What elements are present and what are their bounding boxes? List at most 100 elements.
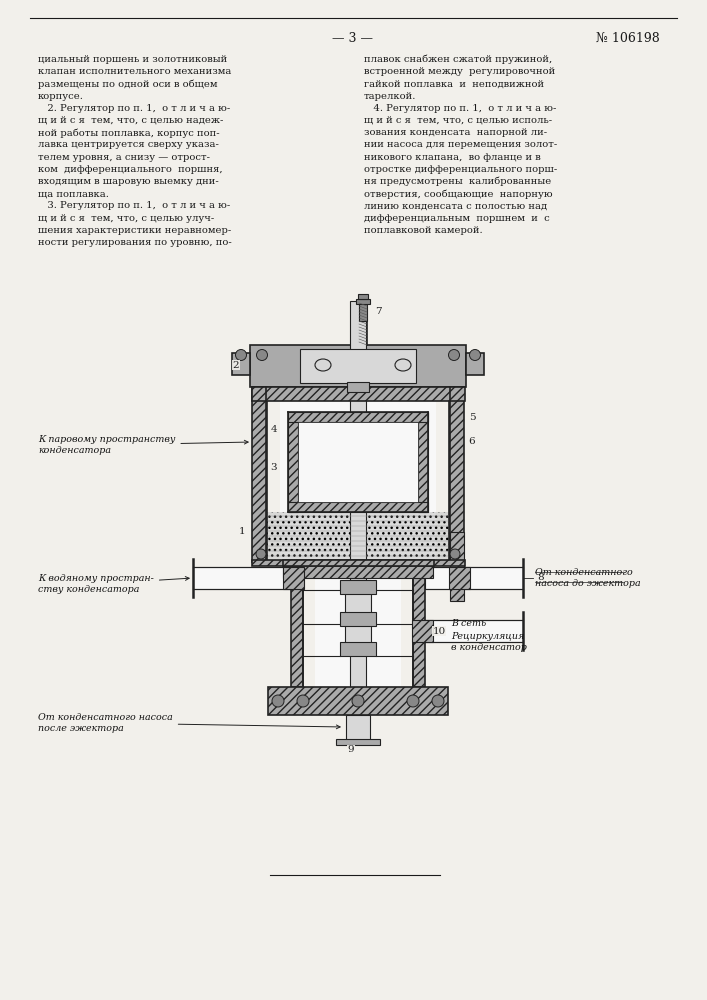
Text: 3. Регулятор по п. 1,  о т л и ч а ю-: 3. Регулятор по п. 1, о т л и ч а ю- xyxy=(38,201,230,210)
Text: шения характеристики неравномер-: шения характеристики неравномер- xyxy=(38,226,231,235)
Bar xyxy=(283,560,434,566)
Text: корпусе.: корпусе. xyxy=(38,92,84,101)
Bar xyxy=(288,412,428,422)
Text: От конденсатного
насоса до эжектора: От конденсатного насоса до эжектора xyxy=(535,568,641,588)
Bar xyxy=(345,580,371,652)
Bar xyxy=(347,382,369,392)
Bar xyxy=(358,294,368,299)
Text: циальный поршень и золотниковый: циальный поршень и золотниковый xyxy=(38,55,227,64)
Text: 6: 6 xyxy=(469,438,475,446)
Bar xyxy=(425,620,523,642)
Text: В сеть: В сеть xyxy=(451,619,486,629)
Bar xyxy=(252,560,465,566)
Text: щ и й с я  тем, что, с целью улуч-: щ и й с я тем, что, с целью улуч- xyxy=(38,214,214,223)
Text: № 106198: № 106198 xyxy=(596,32,660,45)
Ellipse shape xyxy=(395,359,411,371)
Ellipse shape xyxy=(297,695,309,707)
Bar xyxy=(449,387,464,562)
Text: ща поплавка.: ща поплавка. xyxy=(38,189,109,198)
Bar xyxy=(280,387,436,562)
Text: 1: 1 xyxy=(239,528,245,536)
Bar xyxy=(283,562,433,578)
Ellipse shape xyxy=(315,359,331,371)
Bar xyxy=(412,620,433,642)
Text: щ и й с я  тем, что, с целью надеж-: щ и й с я тем, что, с целью надеж- xyxy=(38,116,223,125)
Text: ня предусмотрены  калиброванные: ня предусмотрены калиброванные xyxy=(364,177,551,186)
Bar xyxy=(298,422,418,502)
Bar xyxy=(193,567,291,589)
Bar xyxy=(250,345,466,387)
Bar xyxy=(350,301,366,715)
Text: поплавковой камерой.: поплавковой камерой. xyxy=(364,226,483,235)
Text: К водяному простран-
ству конденсатора: К водяному простран- ству конденсатора xyxy=(38,574,189,594)
Bar xyxy=(346,715,370,743)
Ellipse shape xyxy=(432,695,444,707)
Text: лавка центрируется сверху указа-: лавка центрируется сверху указа- xyxy=(38,140,219,149)
Text: 5: 5 xyxy=(469,412,475,422)
Text: К паровому пространству
конденсатора: К паровому пространству конденсатора xyxy=(38,435,248,455)
Bar xyxy=(291,562,303,687)
Ellipse shape xyxy=(235,350,247,360)
Bar xyxy=(288,502,428,512)
Bar xyxy=(450,532,464,601)
Text: 4. Регулятор по п. 1,  о т л и ч а ю-: 4. Регулятор по п. 1, о т л и ч а ю- xyxy=(364,104,556,113)
Text: зования конденсата  напорной ли-: зования конденсата напорной ли- xyxy=(364,128,547,137)
Text: дифференциальным  поршнем  и  с: дифференциальным поршнем и с xyxy=(364,214,550,223)
Text: гайкой поплавка  и  неподвижной: гайкой поплавка и неподвижной xyxy=(364,79,544,88)
Text: Рециркуляция
в конденсатор: Рециркуляция в конденсатор xyxy=(451,632,527,652)
Text: 2. Регулятор по п. 1,  о т л и ч а ю-: 2. Регулятор по п. 1, о т л и ч а ю- xyxy=(38,104,230,113)
Text: плавок снабжен сжатой пружиной,: плавок снабжен сжатой пружиной, xyxy=(364,55,552,64)
Text: нии насоса для перемещения золот-: нии насоса для перемещения золот- xyxy=(364,140,557,149)
Bar xyxy=(288,412,298,512)
Ellipse shape xyxy=(257,350,267,360)
Ellipse shape xyxy=(450,549,460,559)
Bar xyxy=(315,562,401,687)
Text: 7: 7 xyxy=(375,306,381,316)
Text: 8: 8 xyxy=(538,574,544,582)
Bar xyxy=(267,512,449,562)
Bar xyxy=(340,580,376,594)
Bar xyxy=(340,642,376,656)
Ellipse shape xyxy=(448,350,460,360)
Ellipse shape xyxy=(256,549,266,559)
Text: встроенной между  регулировочной: встроенной между регулировочной xyxy=(364,67,555,76)
Text: линию конденсата с полостью над: линию конденсата с полостью над xyxy=(364,201,547,210)
Text: телем уровня, а снизу — отрост-: телем уровня, а снизу — отрост- xyxy=(38,153,210,162)
Text: 4: 4 xyxy=(271,426,277,434)
Bar xyxy=(418,412,428,512)
Bar xyxy=(336,739,380,745)
Bar xyxy=(340,612,376,626)
Bar xyxy=(449,567,470,589)
Bar xyxy=(356,299,370,304)
Polygon shape xyxy=(232,353,250,375)
Text: никового клапана,  во фланце и в: никового клапана, во фланце и в xyxy=(364,153,541,162)
Text: размещены по одной оси в общем: размещены по одной оси в общем xyxy=(38,79,218,89)
Ellipse shape xyxy=(352,695,364,707)
Text: ком  дифференциального  поршня,: ком дифференциального поршня, xyxy=(38,165,223,174)
Bar xyxy=(252,387,465,401)
Polygon shape xyxy=(466,353,484,375)
Text: 2: 2 xyxy=(233,360,239,369)
Bar xyxy=(359,303,367,321)
Text: отверстия, сообщающие  напорную: отверстия, сообщающие напорную xyxy=(364,189,553,199)
Text: отростке дифференциального порш-: отростке дифференциального порш- xyxy=(364,165,557,174)
Bar xyxy=(300,349,416,383)
Text: входящим в шаровую выемку дни-: входящим в шаровую выемку дни- xyxy=(38,177,218,186)
Bar xyxy=(425,567,523,589)
Bar xyxy=(413,562,425,687)
Text: клапан исполнительного механизма: клапан исполнительного механизма xyxy=(38,67,231,76)
Ellipse shape xyxy=(272,695,284,707)
Ellipse shape xyxy=(407,695,419,707)
Text: От конденсатного насоса
после эжектора: От конденсатного насоса после эжектора xyxy=(38,713,340,733)
Text: ной работы поплавка, корпус поп-: ной работы поплавка, корпус поп- xyxy=(38,128,220,138)
Text: 3: 3 xyxy=(271,462,277,472)
Text: щ и й с я  тем, что, с целью исполь-: щ и й с я тем, что, с целью исполь- xyxy=(364,116,552,125)
Text: — 3 —: — 3 — xyxy=(332,32,373,45)
Ellipse shape xyxy=(469,350,481,360)
Text: ности регулирования по уровню, по-: ности регулирования по уровню, по- xyxy=(38,238,232,247)
Bar xyxy=(268,687,448,715)
Text: тарелкой.: тарелкой. xyxy=(364,92,416,101)
Text: 10: 10 xyxy=(433,626,445,636)
Bar xyxy=(283,567,304,589)
Bar xyxy=(252,387,267,562)
